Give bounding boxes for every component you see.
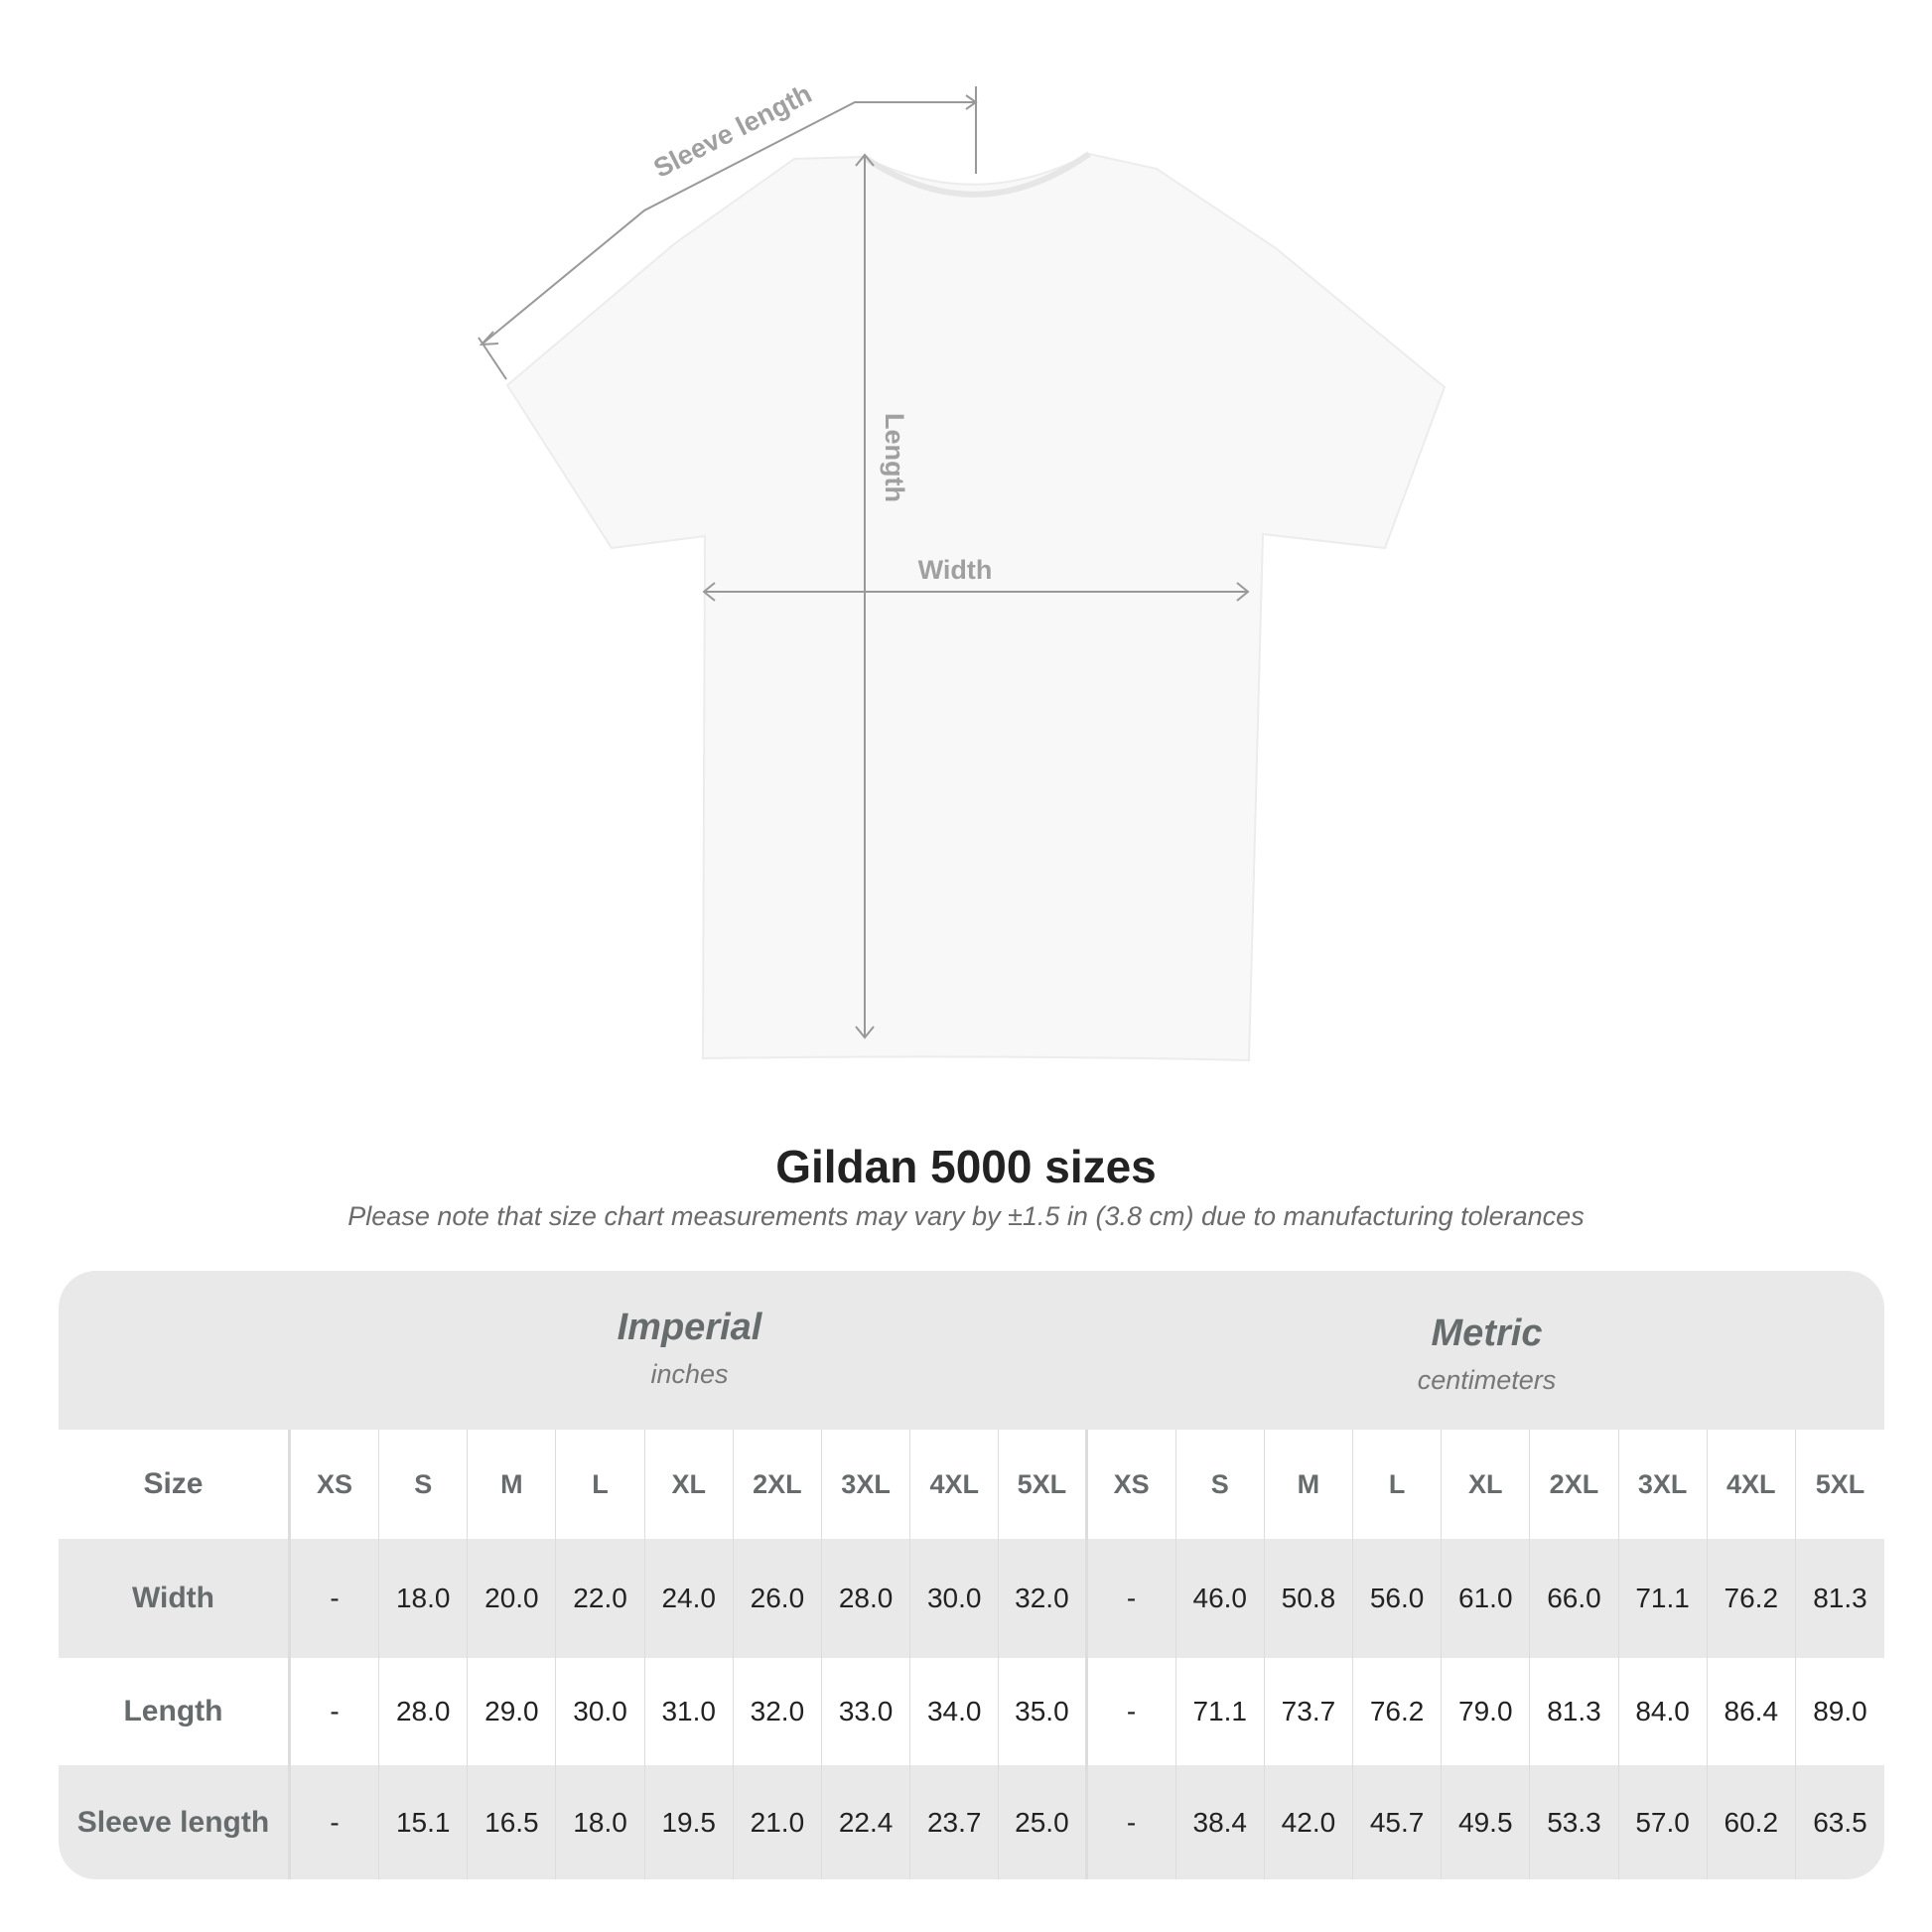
value-cell: 73.7 [1265, 1658, 1354, 1765]
value-cell: 33.0 [822, 1658, 911, 1765]
value-cell: 28.0 [379, 1658, 469, 1765]
value-cell: 89.0 [1813, 1696, 1867, 1726]
value-cell: 26.0 [734, 1539, 822, 1658]
page-title: Gildan 5000 sizes [775, 1141, 1157, 1192]
value-cell: 71.1 [1176, 1658, 1265, 1765]
value-cell: - [1088, 1765, 1176, 1879]
value-cell: 23.7 [910, 1765, 1000, 1879]
tshirt-diagram: Sleeve length Length Width [478, 78, 1447, 1062]
value-cell: 21.0 [734, 1765, 822, 1879]
value-cell: 32.0 [999, 1539, 1088, 1658]
value-cell: 42.0 [1265, 1765, 1354, 1879]
value-cell: 63.5 [1813, 1806, 1867, 1838]
value-cell: 61.0 [1442, 1539, 1531, 1658]
value-cell: 30.0 [556, 1658, 645, 1765]
size-header-cell: XL [645, 1430, 734, 1539]
value-cell: 46.0 [1176, 1539, 1265, 1658]
row-label: Sleeve length [59, 1765, 291, 1879]
value-cell: - [291, 1658, 380, 1765]
value-cell: 18.0 [556, 1765, 645, 1879]
sleeve-length-line [481, 101, 976, 345]
value-cell: 79.0 [1442, 1658, 1531, 1765]
value-cell: 60.2 [1708, 1765, 1796, 1879]
value-cell: 31.0 [645, 1658, 734, 1765]
size-header-cell: 2XL [1530, 1430, 1619, 1539]
value-cell: - [1088, 1658, 1176, 1765]
size-header-cell: XL [1442, 1430, 1531, 1539]
size-header-cell: 5XL [1815, 1468, 1865, 1499]
value-cell: 18.0 [379, 1539, 469, 1658]
value-cell: 32.0 [734, 1658, 822, 1765]
row-label: Size [59, 1430, 291, 1539]
size-header-cell: 3XL [1619, 1430, 1708, 1539]
size-header-cell: 4XL [910, 1430, 1000, 1539]
table-row: Length -28.0 29.0 30.0 31.0 32.0 33.0 34.0 35.0-… [59, 1658, 1884, 1765]
value-cell: 71.1 [1619, 1539, 1708, 1658]
size-header-cell: L [1353, 1430, 1443, 1539]
size-header-cell: 3XL [822, 1430, 911, 1539]
value-cell: 22.0 [556, 1539, 645, 1658]
size-header-cell: XS [1088, 1430, 1176, 1539]
value-cell: 56.0 [1353, 1539, 1443, 1658]
measure-lines [478, 86, 1250, 1039]
value-cell: 22.4 [822, 1765, 911, 1879]
size-table: Imperial inches Metric centimeters Size X… [59, 1271, 1884, 1879]
value-cell: 29.0 [468, 1658, 557, 1765]
size-header-cell: 2XL [734, 1430, 822, 1539]
value-cell: 86.4 [1708, 1658, 1796, 1765]
size-header-cell: L [556, 1430, 645, 1539]
value-cell: 19.5 [645, 1765, 734, 1879]
length-label: Length [880, 413, 909, 502]
value-cell: - [1088, 1539, 1176, 1658]
size-header-cell: M [468, 1430, 557, 1539]
tolerance-note: Please note that size chart measurements… [347, 1201, 1585, 1231]
value-cell: 20.0 [468, 1539, 557, 1658]
tshirt-collar [862, 151, 1091, 198]
tshirt-shape [505, 152, 1447, 1062]
size-header-row: Size XS S M L XL 2XL 3XL 4XL 5XL XS S M L XL 2XL 3XL 4XL 5… [59, 1430, 1884, 1539]
value-cell: 66.0 [1530, 1539, 1619, 1658]
value-cell: 84.0 [1619, 1658, 1708, 1765]
value-cell: 38.4 [1176, 1765, 1265, 1879]
value-cell: 76.2 [1353, 1658, 1443, 1765]
imperial-header: Imperial inches [617, 1307, 762, 1389]
table-header-band [59, 1271, 1884, 1430]
value-cell: 50.8 [1265, 1539, 1354, 1658]
value-cell: 35.0 [999, 1658, 1088, 1765]
row-label: Length [59, 1658, 291, 1765]
row-label: Width [59, 1539, 291, 1658]
value-cell: 76.2 [1708, 1539, 1796, 1658]
size-header-cell: S [379, 1430, 469, 1539]
value-cell: 34.0 [910, 1658, 1000, 1765]
value-cell: 81.3 [1530, 1658, 1619, 1765]
value-cell: 25.0 [999, 1765, 1088, 1879]
table-row: Sleeve length -15.1 16.5 18.0 19.5 21.0 22.4 23… [59, 1765, 1884, 1879]
width-label: Width [918, 555, 993, 585]
value-cell: 45.7 [1353, 1765, 1443, 1879]
value-cell: 49.5 [1442, 1765, 1531, 1879]
table-row: Width -18.0 20.0 22.0 24.0 26.0 28.0 30.0 32.0-4… [59, 1539, 1884, 1658]
value-cell: 16.5 [468, 1765, 557, 1879]
value-cell: 24.0 [645, 1539, 734, 1658]
size-header-cell: 4XL [1708, 1430, 1796, 1539]
value-cell: 15.1 [379, 1765, 469, 1879]
value-cell: 81.3 [1813, 1583, 1867, 1613]
size-header-cell: S [1176, 1430, 1265, 1539]
size-header-cell: 5XL [999, 1430, 1088, 1539]
value-cell: 57.0 [1619, 1765, 1708, 1879]
value-cell: 28.0 [822, 1539, 911, 1658]
value-cell: - [291, 1539, 380, 1658]
value-cell: 30.0 [910, 1539, 1000, 1658]
size-header-cell: XS [291, 1430, 380, 1539]
size-header-cell: M [1265, 1430, 1354, 1539]
value-cell: 53.3 [1530, 1765, 1619, 1879]
metric-header: Metric centimeters [1417, 1312, 1557, 1395]
value-cell: - [291, 1765, 380, 1879]
